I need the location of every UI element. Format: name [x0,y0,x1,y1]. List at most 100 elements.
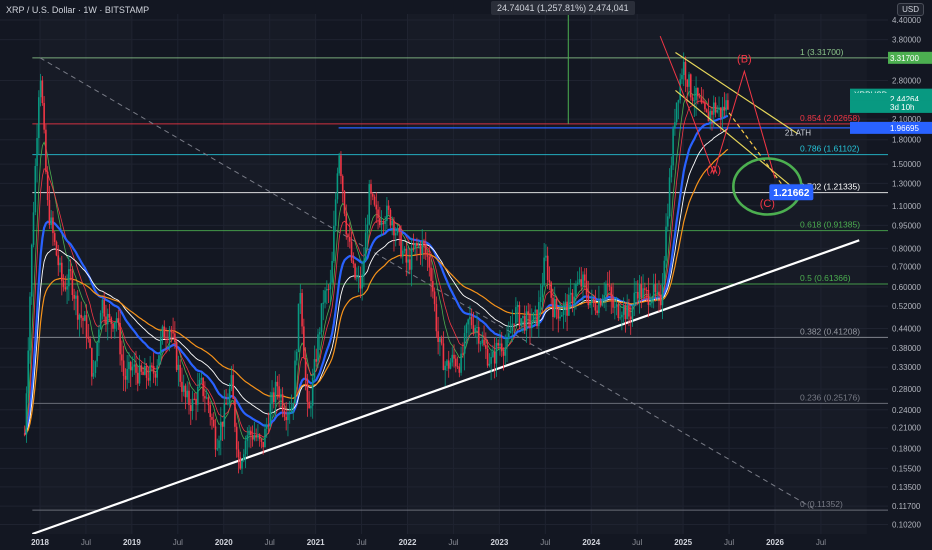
candle-body [720,107,722,118]
candle-body [695,87,697,101]
candle-body [712,102,715,115]
candle-body [48,200,51,225]
candle-body [76,295,79,320]
candle-body [165,338,167,340]
candle-body [591,298,593,303]
candle-body [564,301,567,306]
time-axis[interactable]: 2018 Jul 2019 Jul 2020 Jul 2021 Jul 2022 Jul 2023 J… [0,534,932,550]
price-badge-text: 2.44264 [890,95,919,104]
candle-body [248,430,250,436]
candle-body [202,377,204,397]
candle-body [315,359,318,362]
candle-body [57,255,60,266]
abc-wave-path[interactable] [659,35,776,179]
price-tick-label: 0.52000 [892,302,921,311]
price-tick-label: 0.70000 [892,262,921,271]
candle-body [481,339,484,344]
candle-body [101,299,104,313]
candle-body [421,240,424,255]
candle-body [387,205,390,210]
candle-body [380,222,383,225]
candle-body [439,338,441,342]
candle-body [476,326,478,328]
time-tick-label: 2026 [766,538,784,547]
candle-body [324,290,326,303]
candle-body [389,209,392,226]
wedge-upper-line[interactable] [675,52,799,135]
candle-body [446,360,448,366]
candle-body [419,245,422,255]
candle-body [435,304,438,332]
candle-body [444,365,446,371]
candle-body [682,61,685,76]
price-badge [850,100,932,113]
candle-body [629,316,632,320]
candle-body [306,378,309,402]
fib-label-0: 0 (0.11352) [800,499,843,509]
price-tick-label: 0.95000 [892,221,921,230]
candle-body [486,348,489,366]
candle-body [442,343,445,371]
candle-body [525,311,528,331]
candle-body [546,255,549,280]
time-tick-label: Jul [265,538,275,547]
candle-body [575,284,577,297]
candle-body [299,292,302,304]
candle-body [52,217,54,234]
candle-body [357,276,360,278]
candle-body [580,279,583,287]
candle-body [82,317,84,321]
time-tick-label: Jul [81,538,91,547]
candle-body [642,288,644,298]
candle-body [363,260,365,275]
candle-body [681,75,683,80]
candle-body [198,379,201,387]
candle-body [140,365,143,372]
candle-body [658,291,660,295]
candle-body [485,345,487,349]
candle-body [495,342,498,364]
candle-body [285,416,287,421]
candle-body [78,314,81,320]
candle-body [721,106,724,118]
candle-body [596,310,598,313]
drawings[interactable]: 21 ATH (A) (B) (C)1.21662 [659,35,814,216]
candle-body [555,298,558,310]
candle-body [294,360,296,404]
time-tick-label: 2023 [490,538,508,547]
candle-body [257,434,259,438]
candle-body [401,250,404,257]
candle-body [251,434,254,440]
chart-title: XRP / U.S. Dollar · 1W · BITSTAMP [6,5,150,15]
candle-body [66,286,68,290]
candle-body [460,353,462,373]
candle-body [69,269,72,272]
candle-body [652,283,655,299]
candle-body [693,100,696,102]
projection-arrow[interactable] [728,112,784,186]
candle-body [605,283,607,296]
candle-body [633,292,636,306]
support-trendline[interactable] [31,239,860,536]
candle-body [463,332,466,354]
candle-body [585,280,588,295]
price-axis[interactable]: 4.40000 3.80000 2.80000 2.10000 1.80000 1.500… [850,0,932,550]
candle-body [214,426,217,450]
time-tick-label: Jul [173,538,183,547]
trendlines[interactable] [31,14,888,536]
candle-body [504,347,507,356]
candle-body [384,220,386,225]
candle-body [617,304,620,319]
candle-body [536,309,538,327]
candle-body [497,342,499,346]
candle-body [283,411,286,417]
candle-body [242,454,245,461]
time-tick-label: Jul [724,538,734,547]
time-tick-label: Jul [816,538,826,547]
candle-body [23,434,26,436]
currency-button[interactable]: USD [897,3,924,16]
candles [23,52,729,475]
candle-body [209,405,212,417]
price-tick-label: 0.13500 [892,483,921,492]
